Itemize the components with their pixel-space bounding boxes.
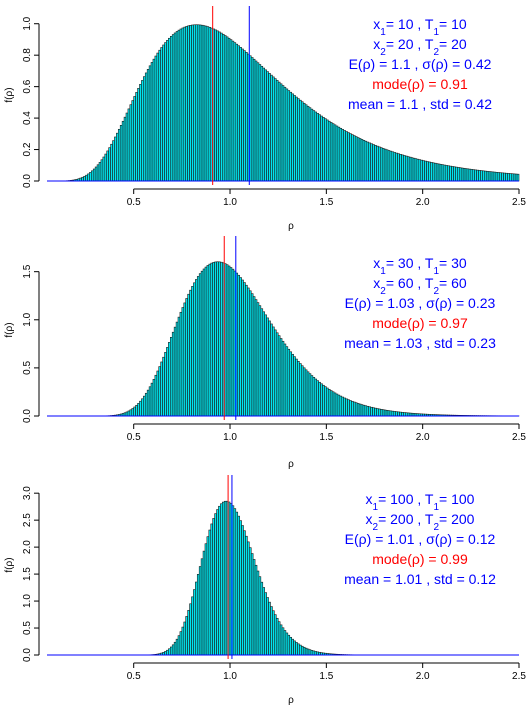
y-tick-label: 1.5 (22, 567, 33, 581)
x-axis-label-2: ρ (288, 459, 294, 470)
y-tick-label: 1.0 (22, 16, 33, 30)
x-axis-label-1: ρ (288, 221, 294, 232)
x-ticks-2: 0.5 1.0 1.5 2.0 2.5 (127, 424, 526, 443)
y-tick-label: 0.8 (22, 48, 33, 62)
legend-3-line-3: E(ρ) = 1.01 , σ(ρ) = 0.12 (345, 531, 496, 547)
y-tick-label: 0.5 (22, 361, 33, 375)
y-tick-label: 3.0 (22, 486, 33, 500)
x-tick-label: 2.0 (416, 432, 430, 443)
x-tick-label: 0.5 (127, 197, 141, 208)
legend-3-line-4: mode(ρ) = 0.99 (372, 551, 468, 567)
y-tick-label: 0.2 (22, 142, 33, 156)
y-tick-label: 0.4 (22, 111, 33, 125)
legend-2-line-3: E(ρ) = 1.03 , σ(ρ) = 0.23 (345, 295, 496, 311)
y-tick-label: 0.5 (22, 621, 33, 635)
y-tick-label: 0.6 (22, 79, 33, 93)
legend-2-line-5: mean = 1.03 , std = 0.23 (344, 335, 496, 351)
legend-2-line-4: mode(ρ) = 0.97 (372, 315, 468, 331)
legend-1-line-3: E(ρ) = 1.1 , σ(ρ) = 0.42 (349, 56, 492, 72)
legend-3: x1= 100 , T1= 100 x2= 200 , T2= 200 E(ρ)… (344, 491, 496, 587)
x-tick-label: 2.0 (416, 671, 430, 682)
legend-3-line-1: x1= 100 , T1= 100 (366, 491, 475, 513)
x-tick-label: 1.0 (223, 197, 237, 208)
x-tick-label: 0.5 (127, 432, 141, 443)
x-tick-label: 1.0 (223, 432, 237, 443)
x-ticks-1: 0.5 1.0 1.5 2.0 2.5 (127, 189, 526, 208)
histogram-bars-1 (47, 24, 520, 182)
y-axis-label-3: f(ρ) (4, 557, 15, 572)
x-tick-label: 2.0 (416, 197, 430, 208)
x-tick-label: 1.5 (319, 197, 333, 208)
y-axis-label-1: f(ρ) (4, 87, 15, 102)
legend-3-line-5: mean = 1.01 , std = 0.12 (344, 571, 496, 587)
x-tick-label: 0.5 (127, 671, 141, 682)
histogram-bars-3 (47, 500, 519, 656)
legend-2-line-1: x1= 30 , T1= 30 (373, 255, 467, 277)
legend-1-line-4: mode(ρ) = 0.91 (372, 76, 468, 92)
legend-1-line-2: x2= 20 , T2= 20 (373, 36, 467, 58)
x-tick-label: 2.5 (512, 432, 526, 443)
x-tick-label: 2.5 (512, 671, 526, 682)
legend-3-line-2: x2= 200 , T2= 200 (366, 511, 475, 533)
x-tick-label: 1.5 (319, 671, 333, 682)
x-axis-label-3: ρ (288, 695, 294, 706)
panel-3: 0.5 1.0 1.5 2.0 2.5 0.00.51.01.52.02.53.0 ρ … (4, 475, 526, 706)
panel-2: 0.5 1.0 1.5 2.0 2.5 0.0 0.5 1.0 1.5 ρ f(ρ) x1= … (4, 236, 526, 470)
x-tick-label: 2.5 (512, 197, 526, 208)
histogram-bar (516, 173, 520, 182)
y-tick-label: 0.0 (22, 409, 33, 423)
histogram-bars-2 (47, 261, 520, 417)
y-tick-label: 1.0 (22, 312, 33, 326)
panel-1: 0.5 1.0 1.5 2.0 2.5 0.0 0.2 0.4 0.6 0.8 1.0 ρ f(ρ… (4, 6, 526, 232)
legend-1-line-1: x1= 10 , T1= 10 (373, 16, 467, 38)
x-tick-label: 1.0 (223, 671, 237, 682)
y-ticks-1: 0.0 0.2 0.4 0.6 0.8 1.0 (22, 16, 39, 188)
legend-2: x1= 30 , T1= 30 x2= 60 , T2= 60 E(ρ) = 1… (344, 255, 496, 351)
y-tick-label: 1.0 (22, 594, 33, 608)
y-tick-label: 2.0 (22, 540, 33, 554)
y-tick-label: 1.5 (22, 264, 33, 278)
legend-1-line-5: mean = 1.1 , std = 0.42 (348, 96, 492, 112)
y-tick-label: 0.0 (22, 174, 33, 188)
legend-1: x1= 10 , T1= 10 x2= 20 , T2= 20 E(ρ) = 1… (348, 16, 492, 112)
x-tick-label: 1.5 (319, 432, 333, 443)
y-tick-label: 2.5 (22, 513, 33, 527)
legend-2-line-2: x2= 60 , T2= 60 (373, 275, 467, 297)
y-tick-label: 0.0 (22, 648, 33, 662)
y-axis-label-2: f(ρ) (4, 322, 15, 337)
x-ticks-3: 0.5 1.0 1.5 2.0 2.5 (127, 663, 526, 682)
y-ticks-3: 0.0 0.5 1.0 1.5 2.0 2.5 3.0 (22, 486, 39, 662)
y-ticks-2: 0.0 0.5 1.0 1.5 (22, 264, 39, 423)
